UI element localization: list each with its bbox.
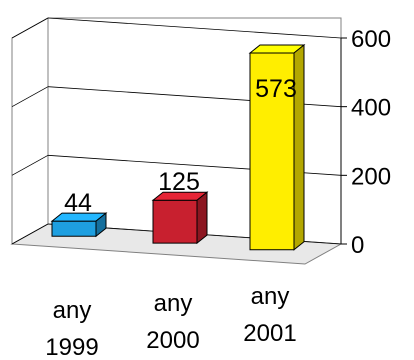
y-tick-label: 400 — [351, 95, 391, 122]
gridline-side — [11, 86, 49, 108]
y-tick-label: 600 — [351, 26, 391, 53]
data-label: 573 — [255, 75, 297, 103]
bar-side — [293, 43, 305, 251]
x-tick-label: any — [251, 283, 290, 310]
gridline — [47, 17, 342, 39]
y-tick-label: 0 — [351, 232, 364, 259]
x-tick-label: 2000 — [146, 327, 199, 354]
bars — [50, 43, 306, 251]
bar — [152, 199, 198, 244]
y-tick-label: 200 — [351, 163, 391, 190]
gridline-side — [11, 17, 49, 39]
bar-side — [95, 212, 107, 238]
gridline-side — [11, 223, 49, 245]
gridline-side — [11, 154, 49, 176]
bar — [51, 220, 97, 237]
bar-side — [196, 191, 208, 245]
x-tick-label: any — [53, 297, 92, 324]
data-label: 125 — [158, 168, 200, 196]
x-tick-label: 2001 — [243, 320, 296, 347]
labels: 0 200 400 600 44 any 1999 125 any 2000 573 any 2001 — [45, 26, 391, 360]
data-label: 44 — [64, 189, 92, 217]
x-tick-label: any — [154, 290, 193, 317]
bar — [249, 52, 295, 251]
side-wall — [11, 17, 49, 245]
x-tick-label: 1999 — [45, 334, 98, 360]
